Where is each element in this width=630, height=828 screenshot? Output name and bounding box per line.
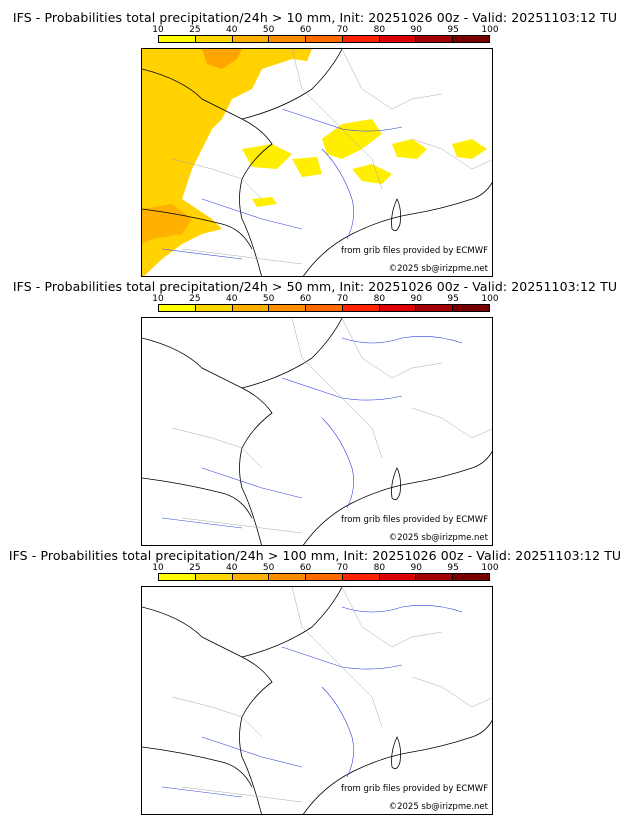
colorbar-tick-label: 70 xyxy=(336,294,349,304)
colorbar-swatch xyxy=(269,305,307,311)
colorbar-swatch xyxy=(416,574,454,580)
precip-map xyxy=(142,49,492,276)
panel-100mm: IFS - Probabilities total precipitation/… xyxy=(0,548,630,816)
colorbar-swatch xyxy=(379,36,417,42)
rivers xyxy=(161,605,463,798)
colorbar-swatch xyxy=(159,574,196,580)
source-credit: from grib files provided by ECMWF xyxy=(341,784,488,794)
source-credit: from grib files provided by ECMWF xyxy=(341,515,488,525)
panel-50mm: IFS - Probabilities total precipitation/… xyxy=(0,279,630,547)
precip-overlay xyxy=(142,49,487,276)
colorbar-tick-label: 100 xyxy=(481,563,499,573)
panel-title: IFS - Probabilities total precipitation/… xyxy=(12,10,618,25)
borders xyxy=(171,587,492,803)
borders xyxy=(171,318,492,534)
colorbar-swatch xyxy=(416,36,454,42)
colorbar-swatch xyxy=(195,36,233,42)
colorbar-swatch xyxy=(232,305,270,311)
colorbar-swatch xyxy=(195,305,233,311)
colorbar-swatch xyxy=(342,36,380,42)
source-credit: from grib files provided by ECMWF xyxy=(341,246,488,256)
colorbar-swatches xyxy=(158,35,490,43)
colorbar-tick-label: 60 xyxy=(299,294,312,304)
colorbar-tick-label: 10 xyxy=(152,25,164,35)
colorbar-tick-label: 90 xyxy=(410,25,422,35)
colorbar: 10 25 40 50 60 70 80 90 95 100 xyxy=(152,294,499,316)
colorbar-tick-label: 100 xyxy=(481,294,499,304)
colorbar-tick-label: 25 xyxy=(189,563,201,573)
base-map xyxy=(142,318,492,545)
colorbar-swatch xyxy=(453,305,490,311)
copyright-credit: ©2025 sb@irizpme.net xyxy=(388,264,488,274)
map-10mm: from grib files provided by ECMWF ©2025 … xyxy=(141,48,493,277)
colorbar-tick-label: 40 xyxy=(226,294,238,304)
colorbar-swatch xyxy=(453,36,490,42)
coastlines xyxy=(142,587,492,814)
colorbar-tick-label: 50 xyxy=(262,25,275,35)
colorbar: 10 25 40 50 60 70 80 90 95 100 xyxy=(152,25,499,47)
copyright-credit: ©2025 sb@irizpme.net xyxy=(388,533,488,543)
map-50mm: from grib files provided by ECMWF ©2025 … xyxy=(141,317,493,546)
colorbar-tick-label: 40 xyxy=(226,563,238,573)
coastlines xyxy=(142,49,492,276)
colorbar-tick-label: 70 xyxy=(336,25,349,35)
colorbar: 10 25 40 50 60 70 80 90 95 100 xyxy=(152,563,499,585)
colorbar-tick-label: 95 xyxy=(447,563,459,573)
colorbar-tick-label: 95 xyxy=(447,25,459,35)
colorbar-swatch xyxy=(159,305,196,311)
colorbar-tick-label: 25 xyxy=(189,25,201,35)
colorbar-swatch xyxy=(453,574,490,580)
copyright-credit: ©2025 sb@irizpme.net xyxy=(388,802,488,812)
colorbar-tick-label: 80 xyxy=(373,294,386,304)
colorbar-swatch xyxy=(379,574,417,580)
panel-10mm: IFS - Probabilities total precipitation/… xyxy=(0,10,630,278)
colorbar-swatch xyxy=(306,574,343,580)
colorbar-swatch xyxy=(159,36,196,42)
panel-title: IFS - Probabilities total precipitation/… xyxy=(12,279,618,294)
rivers xyxy=(161,336,463,529)
colorbar-swatches xyxy=(158,573,490,581)
colorbar-tick-label: 70 xyxy=(336,563,349,573)
colorbar-tick-label: 90 xyxy=(410,294,422,304)
colorbar-tick-label: 25 xyxy=(189,294,201,304)
colorbar-tick-label: 80 xyxy=(373,25,386,35)
colorbar-tick-label: 10 xyxy=(152,294,164,304)
colorbar-tick-label: 90 xyxy=(410,563,422,573)
colorbar-swatch xyxy=(269,574,307,580)
borders xyxy=(171,49,492,265)
colorbar-swatch xyxy=(342,574,380,580)
colorbar-swatch xyxy=(379,305,417,311)
colorbar-swatch xyxy=(232,36,270,42)
colorbar-swatch xyxy=(232,574,270,580)
colorbar-swatch xyxy=(342,305,380,311)
colorbar-tick-label: 50 xyxy=(262,563,275,573)
colorbar-tick-label: 40 xyxy=(226,25,238,35)
rivers xyxy=(161,108,403,260)
coastlines xyxy=(142,318,492,545)
colorbar-swatch xyxy=(306,305,343,311)
base-map xyxy=(142,587,492,814)
colorbar-swatch xyxy=(416,305,454,311)
colorbar-swatch xyxy=(269,36,307,42)
colorbar-tick-label: 80 xyxy=(373,563,386,573)
colorbar-tick-label: 100 xyxy=(481,25,499,35)
colorbar-swatch xyxy=(195,574,233,580)
colorbar-tick-label: 60 xyxy=(299,563,312,573)
colorbar-tick-label: 10 xyxy=(152,563,164,573)
panel-title: IFS - Probabilities total precipitation/… xyxy=(8,548,622,563)
colorbar-tick-label: 50 xyxy=(262,294,275,304)
colorbar-tick-label: 60 xyxy=(299,25,312,35)
colorbar-swatch xyxy=(306,36,343,42)
colorbar-tick-label: 95 xyxy=(447,294,459,304)
map-100mm: from grib files provided by ECMWF ©2025 … xyxy=(141,586,493,815)
colorbar-swatches xyxy=(158,304,490,312)
